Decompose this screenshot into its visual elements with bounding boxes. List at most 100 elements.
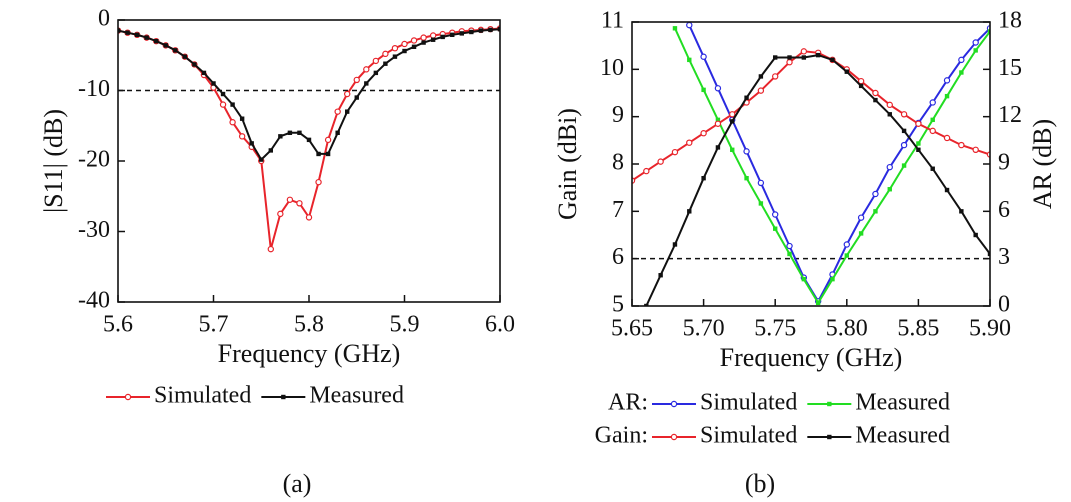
- marker: [744, 95, 749, 100]
- marker: [219, 101, 227, 108]
- marker: [744, 176, 749, 181]
- marker: [182, 54, 188, 59]
- y-tick-label: 8: [612, 150, 624, 176]
- marker: [672, 242, 678, 247]
- y-tick-label: 10: [600, 55, 624, 81]
- marker: [402, 48, 407, 54]
- legend-label: Simulated: [154, 383, 251, 409]
- marker: [392, 54, 398, 59]
- marker: [335, 130, 340, 135]
- marker: [201, 70, 207, 76]
- plot-area: [632, 22, 990, 306]
- marker: [325, 151, 331, 157]
- marker: [372, 57, 380, 65]
- marker: [958, 56, 965, 64]
- y2-tick-label: 15: [998, 55, 1022, 81]
- marker: [259, 157, 264, 162]
- marker: [844, 253, 849, 258]
- marker: [758, 74, 764, 79]
- x-tick-label: 5.75: [754, 316, 796, 342]
- marker: [421, 40, 426, 45]
- marker: [687, 57, 692, 63]
- marker: [440, 34, 445, 40]
- marker: [277, 210, 284, 218]
- y2-tick-label: 0: [998, 292, 1010, 318]
- marker: [488, 27, 493, 33]
- y2-tick-label: 6: [998, 197, 1010, 223]
- marker: [815, 52, 821, 58]
- y2-tick-label: 9: [998, 150, 1010, 176]
- marker: [391, 45, 399, 52]
- x-tick-label: 5.6: [103, 312, 133, 338]
- legend-label: Simulated: [700, 423, 797, 449]
- marker: [672, 26, 678, 31]
- marker: [858, 83, 864, 89]
- marker: [730, 147, 735, 152]
- marker: [410, 37, 418, 44]
- marker: [173, 48, 178, 53]
- y2-tick-label: 18: [998, 8, 1022, 34]
- legend-marker: [670, 433, 678, 441]
- marker: [238, 133, 246, 140]
- marker: [801, 55, 807, 60]
- marker: [743, 148, 750, 155]
- x-axis-title: Frequency (GHz): [720, 343, 903, 372]
- marker: [987, 29, 990, 34]
- marker: [772, 211, 779, 218]
- marker: [478, 28, 484, 33]
- y-axis-title: Gain (dBi): [553, 108, 582, 220]
- marker: [239, 116, 245, 121]
- marker: [686, 22, 693, 29]
- marker: [345, 109, 350, 114]
- marker: [886, 163, 893, 171]
- marker: [657, 158, 664, 165]
- marker: [901, 163, 907, 168]
- marker: [296, 200, 303, 207]
- marker: [900, 111, 908, 118]
- marker: [800, 48, 808, 55]
- y-tick-label: -10: [78, 76, 110, 102]
- legend-label: Measured: [855, 390, 950, 416]
- marker: [758, 201, 764, 206]
- legend-group-label: AR:: [608, 390, 648, 416]
- legend-marker: [670, 400, 678, 408]
- marker: [987, 251, 990, 257]
- marker: [772, 73, 779, 80]
- marker: [916, 141, 921, 146]
- marker: [858, 231, 864, 236]
- marker: [125, 30, 130, 35]
- marker: [701, 87, 706, 93]
- marker: [786, 59, 793, 66]
- marker: [943, 77, 951, 84]
- marker: [901, 128, 907, 134]
- marker: [644, 303, 649, 306]
- marker: [714, 120, 722, 127]
- marker: [658, 273, 663, 278]
- marker: [430, 37, 436, 42]
- marker: [959, 209, 964, 214]
- marker: [287, 130, 293, 135]
- x-tick-label: 5.70: [683, 316, 725, 342]
- series-line: [632, 50, 990, 182]
- y-tick-label: 5: [612, 292, 624, 318]
- marker: [497, 26, 500, 32]
- marker: [163, 43, 168, 48]
- marker: [886, 101, 893, 109]
- marker: [450, 32, 455, 38]
- marker: [315, 178, 322, 186]
- marker: [757, 87, 765, 94]
- marker: [220, 91, 226, 97]
- marker: [944, 93, 950, 99]
- x-tick-label: 6.0: [485, 312, 515, 338]
- marker: [230, 102, 235, 107]
- marker: [787, 55, 792, 60]
- legend-marker: [281, 394, 286, 400]
- x-tick-label: 5.90: [969, 316, 1011, 342]
- marker: [192, 62, 197, 67]
- marker: [469, 29, 474, 35]
- marker: [686, 139, 693, 146]
- y-tick-label: 11: [601, 8, 624, 34]
- marker: [857, 214, 865, 221]
- marker: [887, 187, 892, 192]
- x-tick-label: 5.80: [826, 316, 868, 342]
